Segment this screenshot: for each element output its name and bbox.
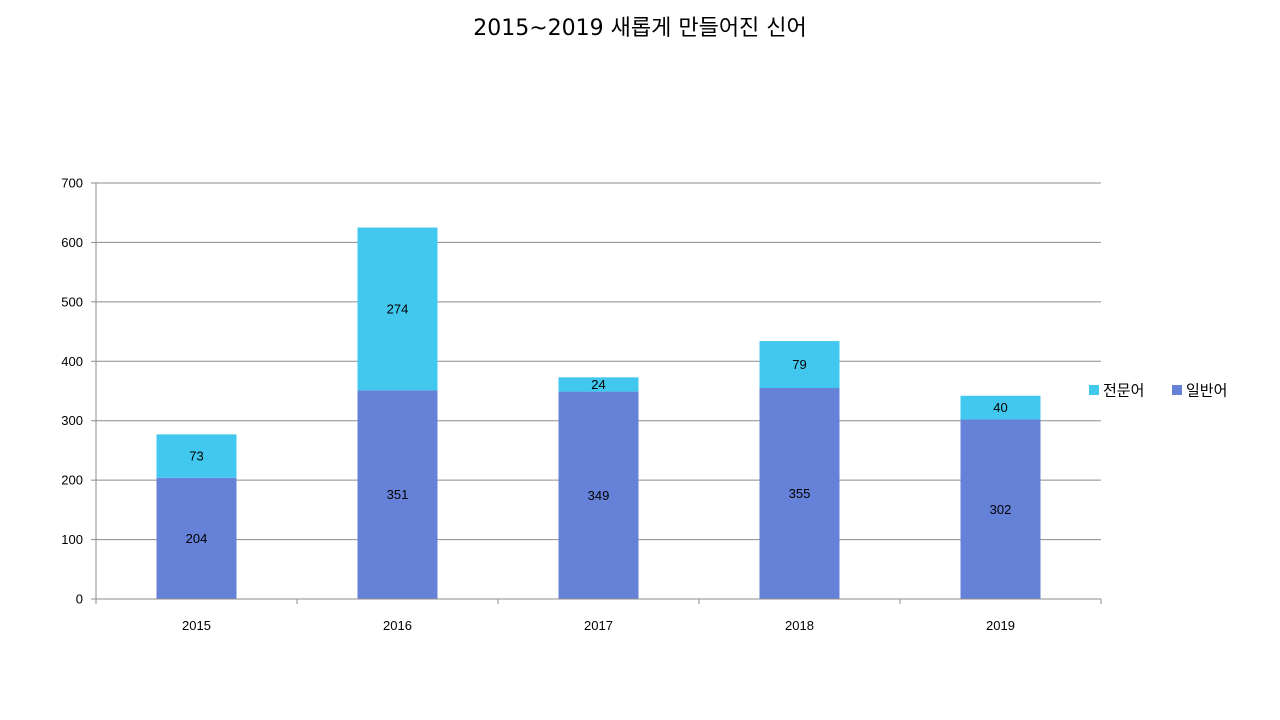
y-tick-label: 500: [61, 294, 83, 309]
bar-technical-2016: [357, 227, 438, 391]
bar-technical-2015: [156, 434, 237, 478]
bar-general-2018: [759, 388, 840, 599]
y-tick-label: 300: [61, 413, 83, 428]
legend-label: 전문어: [1103, 382, 1144, 400]
data-label-general-2018: 355: [789, 486, 811, 501]
data-label-technical-2019: 40: [993, 400, 1007, 415]
data-label-technical-2015: 73: [189, 449, 203, 464]
bar-general-2017: [558, 391, 639, 599]
x-tick-label: 2018: [785, 618, 814, 633]
data-label-general-2015: 204: [186, 531, 208, 546]
bar-general-2016: [357, 390, 438, 599]
legend-label: 일반어: [1186, 382, 1227, 400]
bar-technical-2019: [960, 395, 1041, 420]
bar-general-2019: [960, 419, 1041, 599]
chart-title: 2015~2019 새롭게 만들어진 신어: [473, 16, 807, 41]
x-tick-label: 2016: [383, 618, 412, 633]
bars-layer: [156, 227, 1041, 599]
x-tick-label: 2017: [584, 618, 613, 633]
data-label-technical-2017: 24: [591, 377, 605, 392]
y-tick-label: 600: [61, 235, 83, 250]
data-label-technical-2018: 79: [792, 357, 806, 372]
y-tick-label: 700: [61, 176, 83, 191]
data-label-general-2019: 302: [990, 502, 1012, 517]
y-tick-label: 0: [76, 592, 83, 607]
bar-technical-2017: [558, 377, 639, 392]
bar-general-2015: [156, 477, 237, 599]
legend: 전문어 일반어: [1089, 382, 1227, 400]
axes-layer: [91, 182, 1102, 604]
data-label-technical-2016: 274: [387, 301, 409, 316]
x-tick-label: 2019: [986, 618, 1015, 633]
legend-swatch: [1172, 385, 1182, 395]
data-label-general-2017: 349: [588, 488, 610, 503]
data-label-general-2016: 351: [387, 487, 409, 502]
y-tick-label: 400: [61, 354, 83, 369]
y-tick-label: 200: [61, 473, 83, 488]
bar-technical-2018: [759, 341, 840, 389]
legend-swatch: [1089, 385, 1099, 395]
y-tick-label: 100: [61, 532, 83, 547]
x-tick-label: 2015: [182, 618, 211, 633]
labels-layer: 0 100 200 300 400 500 600 700 204 73 2015 351 274 201…: [61, 176, 1015, 634]
